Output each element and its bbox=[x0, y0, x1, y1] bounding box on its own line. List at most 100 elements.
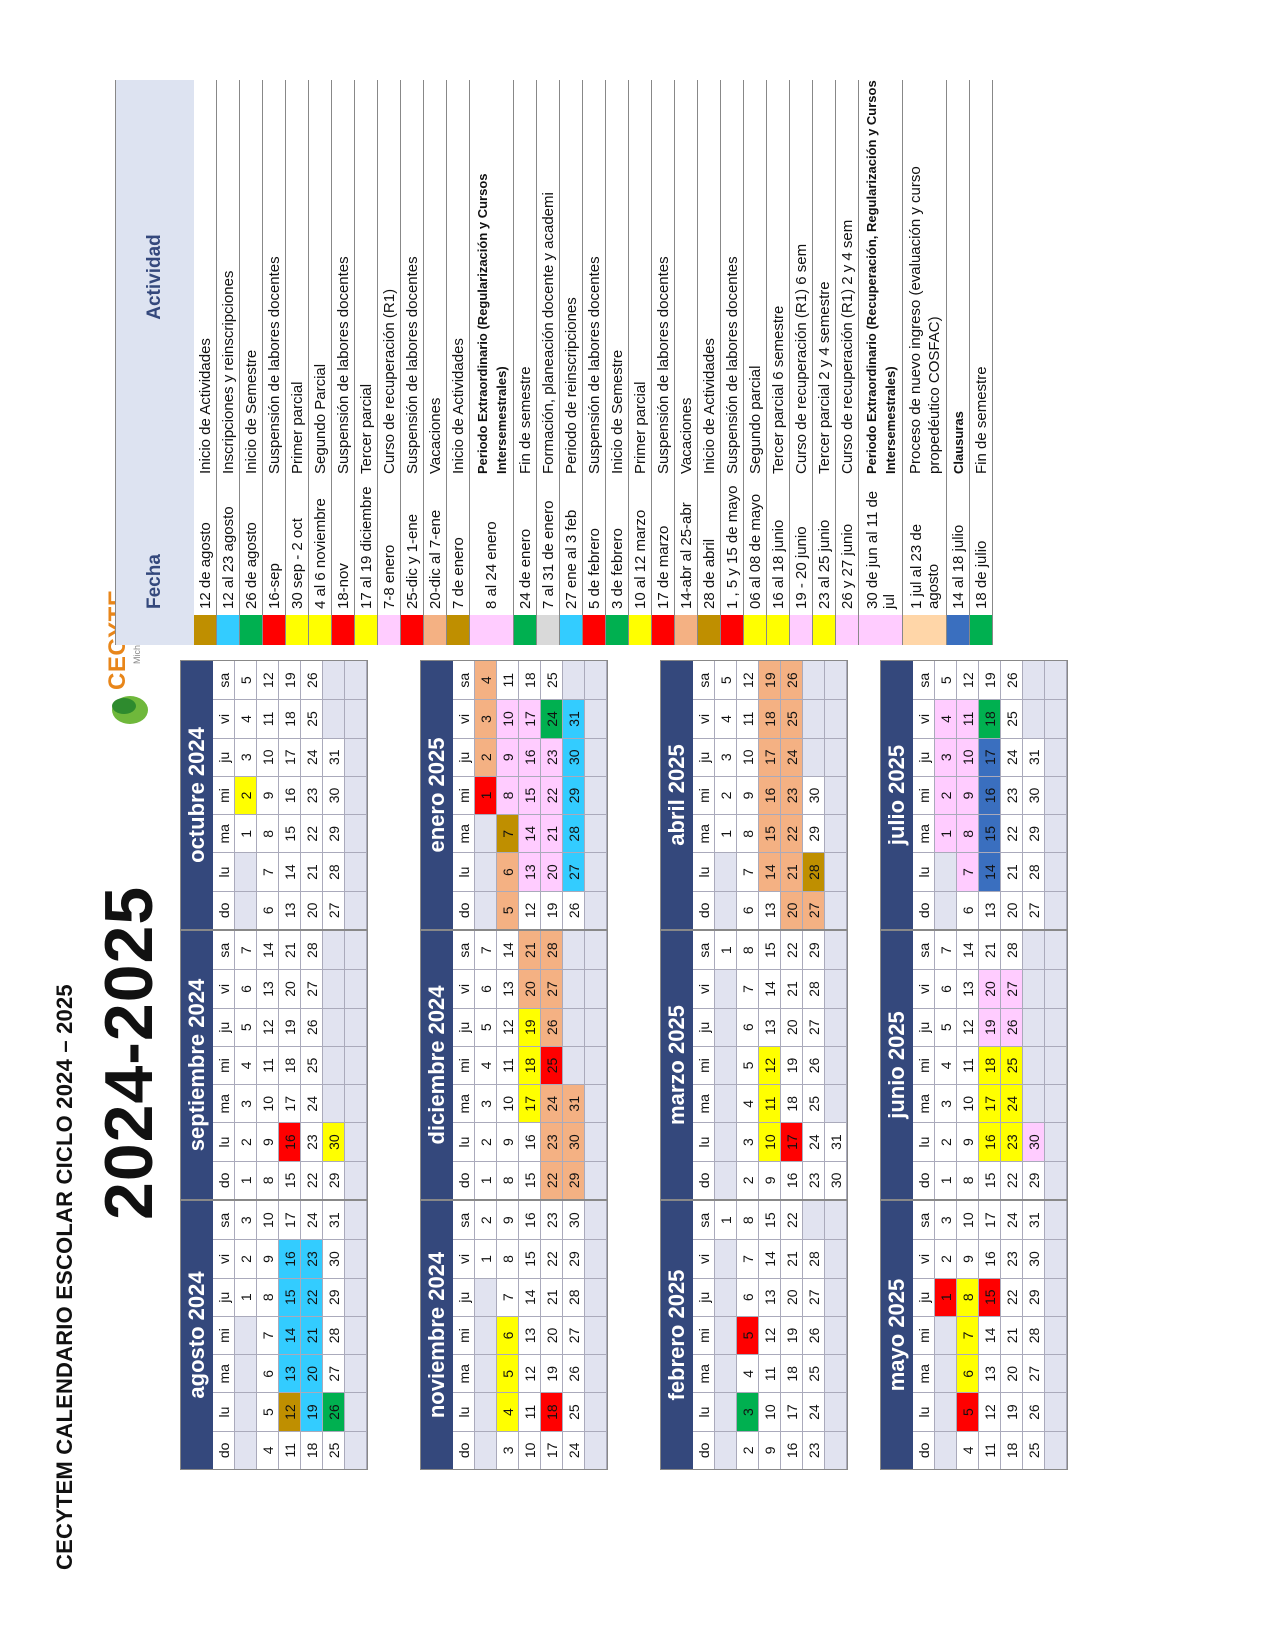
empty-cell bbox=[1045, 1315, 1067, 1355]
legend-actividad: Curso de recuperación (R1) 6 sem bbox=[792, 243, 810, 474]
day-cell: 2 bbox=[935, 775, 957, 815]
day-cell: 13 bbox=[759, 1277, 781, 1316]
day-cell: 25 bbox=[1023, 1430, 1045, 1469]
empty-cell bbox=[715, 1160, 737, 1199]
legend-color-swatch bbox=[813, 615, 835, 645]
weekday-header: ju bbox=[213, 737, 235, 776]
day-cell: 3 bbox=[737, 1392, 759, 1431]
day-cell: 10 bbox=[759, 1122, 781, 1161]
day-cell: 31 bbox=[563, 699, 585, 738]
legend-header: Fecha Actividad bbox=[116, 80, 194, 645]
day-cell: 1 bbox=[715, 814, 737, 853]
legend-fecha: 06 al 08 de mayo bbox=[746, 493, 764, 609]
legend-row: 18 de julio Fin de semestre bbox=[970, 80, 993, 645]
empty-cell bbox=[825, 661, 847, 700]
day-cell: 19 bbox=[279, 661, 301, 700]
day-cell: 16 bbox=[781, 1160, 803, 1199]
legend-fecha: 14 al 18 julio bbox=[949, 524, 967, 609]
empty-cell bbox=[803, 699, 825, 738]
day-cell: 11 bbox=[257, 699, 279, 738]
legend-row: 28 de abril Inicio de Actividades bbox=[698, 80, 721, 645]
legend-color-swatch bbox=[537, 615, 559, 645]
legend-actividad: Tercer parcial 6 semestre bbox=[769, 305, 787, 474]
day-cell: 26 bbox=[803, 1315, 825, 1355]
empty-cell bbox=[585, 1354, 607, 1393]
legend-color-swatch bbox=[606, 615, 628, 645]
empty-cell bbox=[715, 1045, 737, 1085]
day-cell: 2 bbox=[737, 1430, 759, 1469]
legend-fecha: 18 de julio bbox=[972, 540, 990, 609]
legend-fecha: 7-8 enero bbox=[380, 544, 398, 609]
day-cell: 25 bbox=[1001, 699, 1023, 738]
weekday-header: do bbox=[453, 1430, 475, 1469]
legend-actividad: Suspensión de labores docentes bbox=[334, 256, 352, 474]
day-cell: 10 bbox=[759, 1392, 781, 1431]
empty-cell bbox=[1023, 1084, 1045, 1123]
empty-cell bbox=[935, 852, 957, 891]
day-cell: 3 bbox=[715, 737, 737, 776]
legend-row: 06 al 08 de mayo Segundo parcial bbox=[744, 80, 767, 645]
day-cell: 6 bbox=[935, 969, 957, 1008]
legend-row: 7 de enero Inicio de Actividades bbox=[447, 80, 470, 645]
day-cell: 14 bbox=[497, 931, 519, 970]
day-cell: 23 bbox=[541, 1201, 563, 1240]
day-cell: 16 bbox=[519, 1122, 541, 1161]
empty-cell bbox=[345, 1277, 367, 1316]
legend-row: 18-nov Suspensión de labores docentes bbox=[332, 80, 355, 645]
empty-cell bbox=[825, 1315, 847, 1355]
empty-cell bbox=[1045, 969, 1067, 1008]
legend-color-swatch bbox=[767, 615, 789, 645]
weekday-header: lu bbox=[453, 1392, 475, 1431]
weekday-header: mi bbox=[693, 775, 715, 815]
day-cell: 23 bbox=[803, 1160, 825, 1199]
day-cell: 2 bbox=[715, 775, 737, 815]
month-title: agosto 2024 bbox=[181, 1201, 213, 1469]
legend-fecha: 28 de abril bbox=[700, 538, 718, 609]
empty-cell bbox=[1023, 931, 1045, 970]
day-cell: 28 bbox=[563, 814, 585, 853]
day-cell: 20 bbox=[301, 890, 323, 929]
day-cell: 25 bbox=[301, 1045, 323, 1085]
weekday-header: sa bbox=[913, 661, 935, 700]
weekday-header: do bbox=[453, 890, 475, 929]
weekday-header: mi bbox=[693, 1315, 715, 1355]
day-cell: 27 bbox=[323, 1354, 345, 1393]
legend-actividad: Tercer parcial bbox=[357, 383, 375, 474]
empty-cell bbox=[825, 1277, 847, 1316]
legend-color-swatch bbox=[652, 615, 674, 645]
day-cell: 6 bbox=[257, 1354, 279, 1393]
day-cell: 12 bbox=[957, 1007, 979, 1046]
day-cell: 23 bbox=[541, 737, 563, 776]
day-cell: 2 bbox=[737, 1160, 759, 1199]
day-cell: 20 bbox=[781, 890, 803, 929]
day-cell: 10 bbox=[497, 699, 519, 738]
day-cell: 10 bbox=[957, 737, 979, 776]
day-cell: 28 bbox=[563, 1277, 585, 1316]
weekday-header: ma bbox=[913, 814, 935, 853]
day-cell: 24 bbox=[301, 1084, 323, 1123]
weekday-header: vi bbox=[213, 699, 235, 738]
legend-row: 7 al 31 de enero Formación, planeación do… bbox=[537, 80, 560, 645]
day-cell: 10 bbox=[257, 737, 279, 776]
legend-fecha: 10 al 12 marzo bbox=[631, 509, 649, 609]
day-cell: 6 bbox=[235, 969, 257, 1008]
empty-cell bbox=[1045, 931, 1067, 970]
day-cell: 1 bbox=[715, 1201, 737, 1240]
day-cell: 1 bbox=[235, 1277, 257, 1316]
day-cell: 28 bbox=[1023, 852, 1045, 891]
weekday-header: ju bbox=[453, 1277, 475, 1316]
empty-cell bbox=[345, 1201, 367, 1240]
day-cell: 11 bbox=[497, 661, 519, 700]
day-cell: 3 bbox=[475, 1084, 497, 1123]
day-cell: 13 bbox=[279, 890, 301, 929]
legend-color-swatch bbox=[790, 615, 812, 645]
weekday-header: ma bbox=[453, 814, 475, 853]
weekday-header: lu bbox=[453, 1122, 475, 1161]
legend-color-swatch bbox=[470, 615, 513, 645]
day-cell: 17 bbox=[279, 737, 301, 776]
weekday-header: sa bbox=[453, 661, 475, 700]
weekday-header: ma bbox=[693, 1354, 715, 1393]
day-cell: 28 bbox=[1023, 1315, 1045, 1355]
legend-color-swatch bbox=[903, 615, 946, 645]
day-cell: 19 bbox=[541, 1354, 563, 1393]
